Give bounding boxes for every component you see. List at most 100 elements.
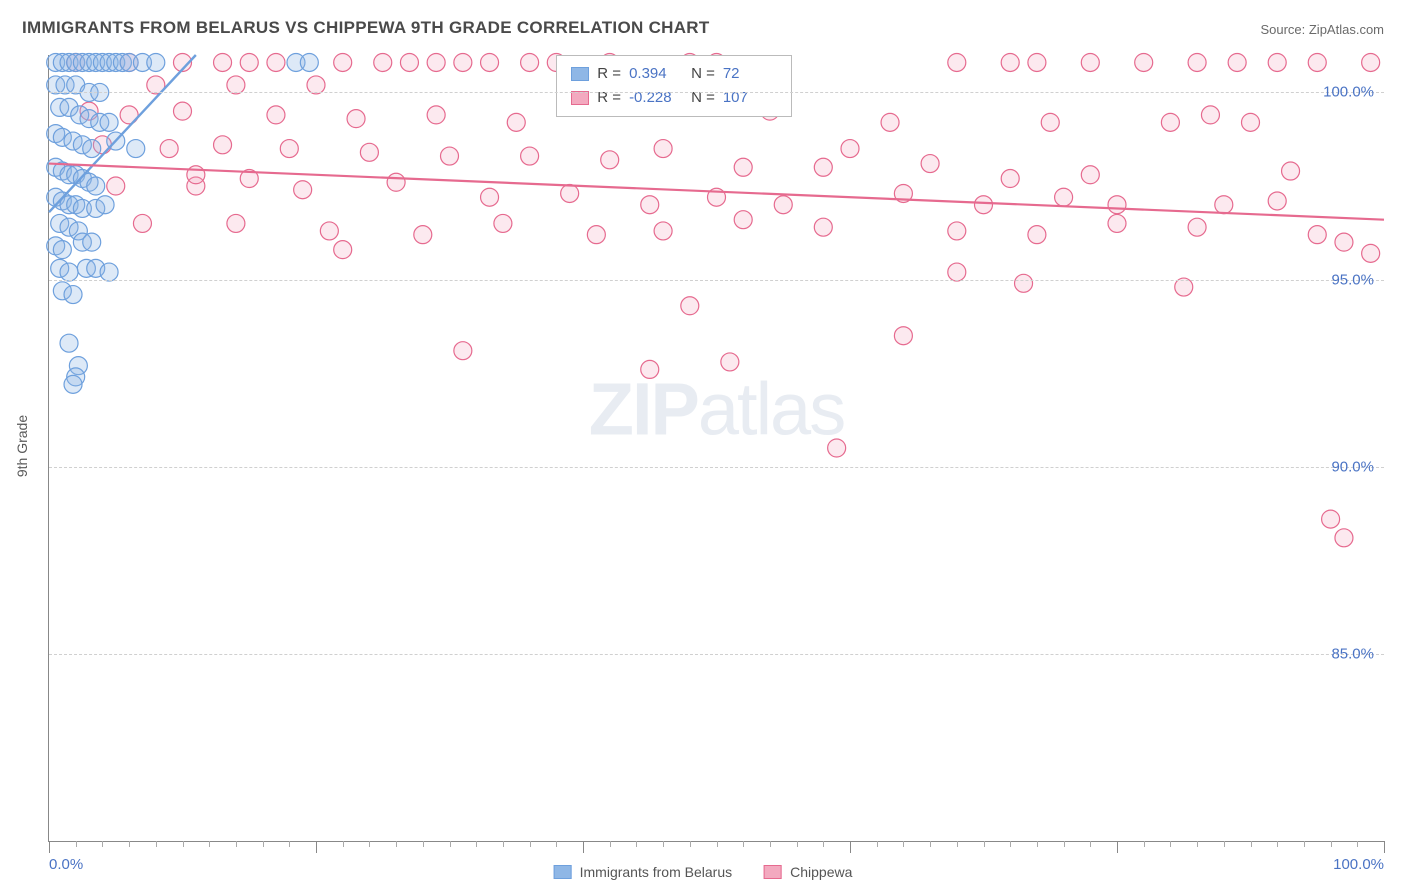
x-tick-minor xyxy=(1010,841,1011,847)
point-chippewa xyxy=(1028,226,1046,244)
x-tick-minor xyxy=(610,841,611,847)
point-chippewa xyxy=(214,53,232,71)
point-chippewa xyxy=(320,222,338,240)
point-belarus xyxy=(100,263,118,281)
point-chippewa xyxy=(441,147,459,165)
point-chippewa xyxy=(1161,113,1179,131)
point-chippewa xyxy=(1081,53,1099,71)
x-tick-minor xyxy=(1064,841,1065,847)
point-chippewa xyxy=(1015,274,1033,292)
point-chippewa xyxy=(1188,53,1206,71)
x-tick-minor xyxy=(102,841,103,847)
legend-swatch xyxy=(554,865,572,879)
point-belarus xyxy=(96,196,114,214)
point-chippewa xyxy=(1228,53,1246,71)
point-chippewa xyxy=(1188,218,1206,236)
x-tick-minor xyxy=(930,841,931,847)
point-chippewa xyxy=(1215,196,1233,214)
point-chippewa xyxy=(948,222,966,240)
x-tick-minor xyxy=(183,841,184,847)
x-tick-minor xyxy=(423,841,424,847)
point-chippewa xyxy=(1362,244,1380,262)
x-tick-minor xyxy=(450,841,451,847)
x-tick-major xyxy=(1384,841,1385,853)
point-chippewa xyxy=(1028,53,1046,71)
bottom-legend: Immigrants from Belarus Chippewa xyxy=(554,864,853,880)
x-tick-minor xyxy=(263,841,264,847)
x-tick-minor xyxy=(156,841,157,847)
stats-r-value: -0.228 xyxy=(629,86,683,110)
x-tick-minor xyxy=(236,841,237,847)
legend-item: Immigrants from Belarus xyxy=(554,864,732,880)
point-belarus xyxy=(300,53,318,71)
x-tick-minor xyxy=(343,841,344,847)
point-chippewa xyxy=(133,214,151,232)
stats-r-label: R = xyxy=(597,86,621,110)
stats-n-label: N = xyxy=(691,62,715,86)
point-chippewa xyxy=(1308,226,1326,244)
point-chippewa xyxy=(160,140,178,158)
x-tick-minor xyxy=(1144,841,1145,847)
stats-n-value: 72 xyxy=(723,62,777,86)
point-chippewa xyxy=(521,147,539,165)
point-chippewa xyxy=(494,214,512,232)
point-chippewa xyxy=(507,113,525,131)
point-chippewa xyxy=(641,196,659,214)
point-chippewa xyxy=(814,158,832,176)
x-tick-minor xyxy=(663,841,664,847)
x-tick-min: 0.0% xyxy=(49,856,83,873)
point-chippewa xyxy=(214,136,232,154)
point-chippewa xyxy=(481,188,499,206)
point-chippewa xyxy=(427,106,445,124)
point-chippewa xyxy=(601,151,619,169)
stats-r-value: 0.394 xyxy=(629,62,683,86)
point-chippewa xyxy=(400,53,418,71)
point-chippewa xyxy=(334,241,352,259)
x-tick-minor xyxy=(690,841,691,847)
x-tick-minor xyxy=(76,841,77,847)
x-tick-minor xyxy=(369,841,370,847)
point-chippewa xyxy=(734,158,752,176)
point-chippewa xyxy=(267,53,285,71)
point-chippewa xyxy=(1335,529,1353,547)
x-tick-minor xyxy=(129,841,130,847)
point-chippewa xyxy=(280,140,298,158)
chart-title: IMMIGRANTS FROM BELARUS VS CHIPPEWA 9TH … xyxy=(22,18,710,38)
stats-r-label: R = xyxy=(597,62,621,86)
point-chippewa xyxy=(360,143,378,161)
legend-label: Chippewa xyxy=(790,864,852,880)
x-tick-minor xyxy=(289,841,290,847)
point-chippewa xyxy=(1108,214,1126,232)
point-chippewa xyxy=(654,140,672,158)
point-chippewa xyxy=(1055,188,1073,206)
x-tick-minor xyxy=(1197,841,1198,847)
point-chippewa xyxy=(1308,53,1326,71)
x-tick-minor xyxy=(984,841,985,847)
point-chippewa xyxy=(107,177,125,195)
y-tick-label: 90.0% xyxy=(1331,458,1374,475)
x-tick-minor xyxy=(530,841,531,847)
point-chippewa xyxy=(828,439,846,457)
x-tick-minor xyxy=(1251,841,1252,847)
point-chippewa xyxy=(948,263,966,281)
point-chippewa xyxy=(1335,233,1353,251)
point-belarus xyxy=(83,140,101,158)
gridline xyxy=(49,92,1384,93)
point-chippewa xyxy=(334,53,352,71)
x-tick-minor xyxy=(476,841,477,847)
point-chippewa xyxy=(734,211,752,229)
x-tick-minor xyxy=(1277,841,1278,847)
point-chippewa xyxy=(814,218,832,236)
x-tick-minor xyxy=(209,841,210,847)
point-chippewa xyxy=(227,76,245,94)
x-tick-major xyxy=(49,841,50,853)
point-belarus xyxy=(60,263,78,281)
point-chippewa xyxy=(240,53,258,71)
point-chippewa xyxy=(1175,278,1193,296)
y-tick-label: 85.0% xyxy=(1331,645,1374,662)
point-chippewa xyxy=(454,53,472,71)
gridline xyxy=(49,280,1384,281)
point-chippewa xyxy=(1268,192,1286,210)
x-tick-major xyxy=(583,841,584,853)
point-chippewa xyxy=(841,140,859,158)
